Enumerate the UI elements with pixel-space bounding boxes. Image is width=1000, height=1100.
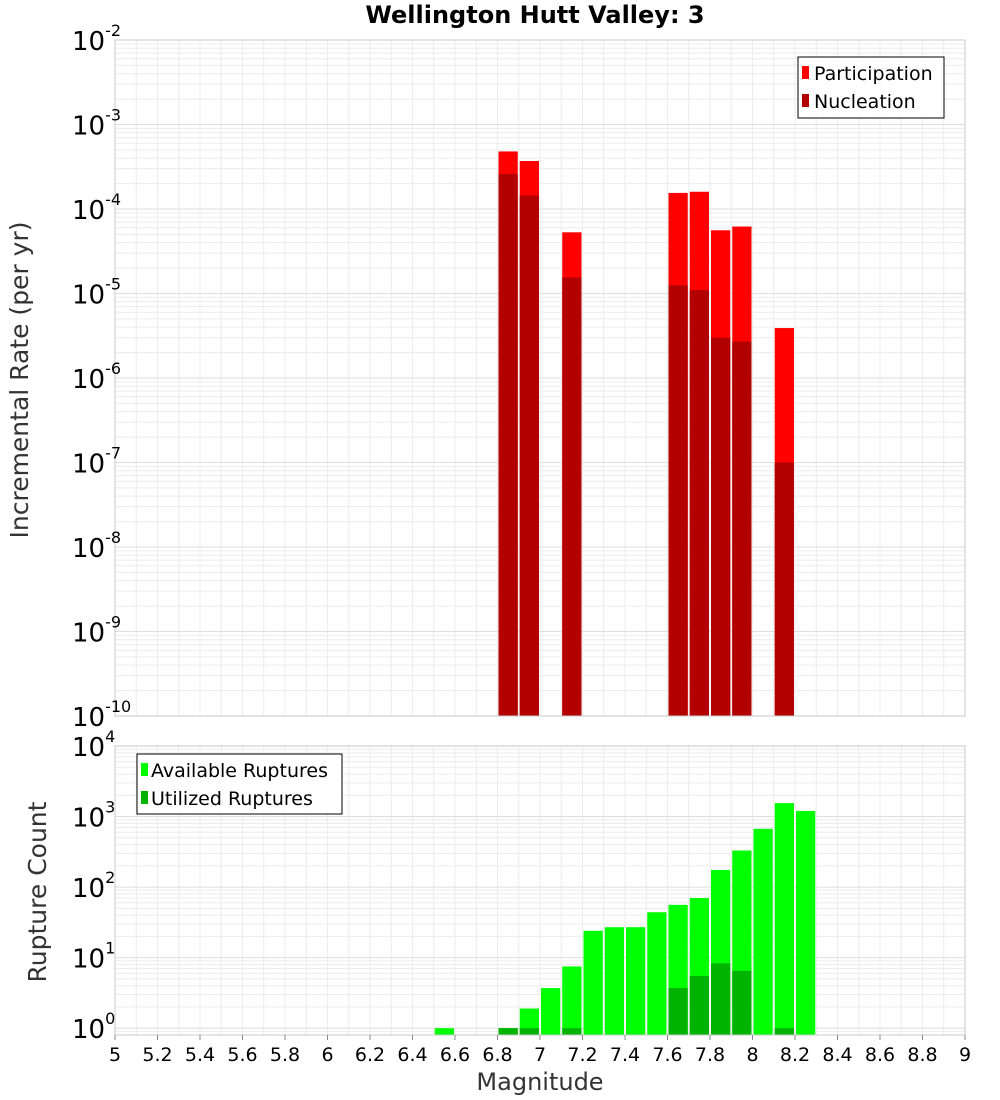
x-tick-label: 6 xyxy=(321,1044,333,1066)
y-tick-label: 10-2 xyxy=(72,21,121,57)
bar-available-ruptures-15 xyxy=(796,810,816,1035)
bar-utilized-ruptures-7 xyxy=(774,1028,794,1035)
bar-available-ruptures-8 xyxy=(647,912,667,1035)
rate-legend-box xyxy=(797,56,945,119)
bar-available-ruptures-4 xyxy=(562,966,582,1035)
x-tick-label: 5.2 xyxy=(142,1044,172,1066)
bar-nucleation-0 xyxy=(498,173,518,716)
bar-available-ruptures-5 xyxy=(583,930,603,1035)
y-tick-label: 10-4 xyxy=(72,190,121,226)
x-tick-label: 8.6 xyxy=(865,1044,895,1066)
bar-utilized-ruptures-2 xyxy=(562,1028,582,1035)
bar-nucleation-1 xyxy=(519,195,539,717)
rate-plot-border xyxy=(114,39,966,717)
x-tick-label: 8.4 xyxy=(822,1044,852,1066)
y-tick-label: 10-3 xyxy=(72,106,121,142)
x-tick-label: 5.6 xyxy=(227,1044,257,1066)
x-tick-label: 7.8 xyxy=(695,1044,725,1066)
chart-title: Wellington Hutt Valley: 3 xyxy=(365,1,704,29)
legend-label-participation: Participation xyxy=(814,63,933,85)
x-tick-label: 7.6 xyxy=(652,1044,682,1066)
x-tick-label: 6.2 xyxy=(355,1044,385,1066)
y-tick-label: 10-9 xyxy=(72,613,121,649)
bar-available-ruptures-0 xyxy=(434,1028,454,1035)
y-tick-label: 10-8 xyxy=(72,528,121,564)
y-tick-label: 10-7 xyxy=(72,444,121,480)
bar-nucleation-2 xyxy=(562,277,582,716)
y-tick-label: 103 xyxy=(72,798,115,834)
x-tick-label: 8 xyxy=(746,1044,758,1066)
legend-swatch-nucleation xyxy=(802,94,809,107)
x-tick-label: 5 xyxy=(109,1044,121,1066)
y-tick-label: 104 xyxy=(72,727,115,763)
x-tick-label: 7.2 xyxy=(567,1044,597,1066)
count-legend-box xyxy=(136,753,343,815)
bar-utilized-ruptures-5 xyxy=(711,963,731,1035)
y-tick-label: 10-6 xyxy=(72,359,121,395)
count-x-axis-label: Magnitude xyxy=(476,1068,603,1096)
bar-utilized-ruptures-6 xyxy=(732,970,752,1035)
x-tick-label: 8.8 xyxy=(907,1044,937,1066)
bar-available-ruptures-7 xyxy=(626,927,646,1035)
bar-available-ruptures-13 xyxy=(753,828,773,1035)
x-tick-label: 7 xyxy=(534,1044,546,1066)
y-tick-label: 101 xyxy=(72,939,115,975)
rate-grid xyxy=(114,40,966,717)
count-legend[interactable]: Available Ruptures Utilized Ruptures xyxy=(136,753,343,815)
legend-swatch-participation xyxy=(802,66,809,79)
count-x-ticks: 5 5.2 5.4 5.6 5.8 6 6.2 6.4 6.6 6.8 7 7.2 7.4 7.6 7.8 8… xyxy=(109,1035,971,1066)
bar-nucleation-3 xyxy=(668,285,688,716)
bar-nucleation-5 xyxy=(711,337,731,716)
x-tick-label: 8.2 xyxy=(780,1044,810,1066)
count-y-ticks: 100 101 102 103 104 xyxy=(72,727,115,1045)
x-tick-label: 9 xyxy=(959,1044,971,1066)
x-tick-label: 7.4 xyxy=(610,1044,640,1066)
bar-nucleation-7 xyxy=(774,462,794,716)
bar-nucleation-4 xyxy=(689,290,709,716)
y-tick-label: 10-5 xyxy=(72,275,121,311)
y-tick-label: 100 xyxy=(72,1009,115,1045)
legend-swatch-available xyxy=(141,763,148,776)
bar-available-ruptures-6 xyxy=(604,927,624,1035)
bar-utilized-ruptures-3 xyxy=(668,988,688,1035)
count-bars xyxy=(434,803,816,1035)
x-tick-label: 5.8 xyxy=(270,1044,300,1066)
legend-label-available: Available Ruptures xyxy=(151,760,328,782)
bar-utilized-ruptures-4 xyxy=(689,975,709,1035)
rate-panel: 10-10 10-9 10-8 10-7 10-6 10-5 10-4 10-3 10-2 In… xyxy=(5,21,966,733)
bar-utilized-ruptures-0 xyxy=(498,1028,518,1035)
legend-swatch-utilized xyxy=(141,791,148,804)
y-tick-label: 102 xyxy=(72,868,115,904)
count-panel: 100 101 102 103 104 5 5.2 5.4 5.6 5.8 6 6.2 6.4 6.6 6… xyxy=(23,727,971,1096)
x-tick-label: 6.6 xyxy=(440,1044,470,1066)
rate-y-ticks: 10-10 10-9 10-8 10-7 10-6 10-5 10-4 10-3 10-2 xyxy=(72,21,131,733)
bar-available-ruptures-3 xyxy=(541,988,561,1035)
count-y-axis-label: Rupture Count xyxy=(23,801,52,982)
bar-utilized-ruptures-1 xyxy=(519,1028,539,1035)
rate-y-axis-label: Incremental Rate (per yr) xyxy=(5,222,34,539)
x-tick-label: 6.8 xyxy=(482,1044,512,1066)
bar-available-ruptures-14 xyxy=(774,803,794,1035)
legend-label-nucleation: Nucleation xyxy=(814,91,916,113)
bar-nucleation-6 xyxy=(732,341,752,716)
rate-bars xyxy=(498,151,794,717)
x-tick-label: 5.4 xyxy=(185,1044,215,1066)
legend-label-utilized: Utilized Ruptures xyxy=(151,788,313,810)
x-tick-label: 6.4 xyxy=(397,1044,427,1066)
rate-legend[interactable]: Participation Nucleation xyxy=(797,56,945,119)
y-tick-label: 10-10 xyxy=(72,697,131,733)
